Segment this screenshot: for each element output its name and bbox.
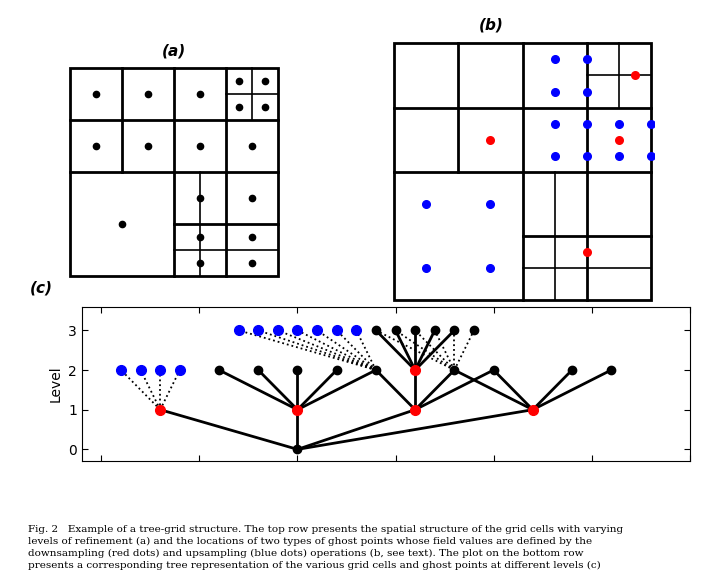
Text: (c): (c) — [30, 281, 53, 296]
Y-axis label: Level: Level — [48, 366, 63, 402]
Text: Fig. 2   Example of a tree-grid structure. The top row presents the spatial stru: Fig. 2 Example of a tree-grid structure.… — [28, 525, 624, 570]
Text: (a): (a) — [162, 44, 186, 59]
Text: (b): (b) — [479, 17, 503, 32]
